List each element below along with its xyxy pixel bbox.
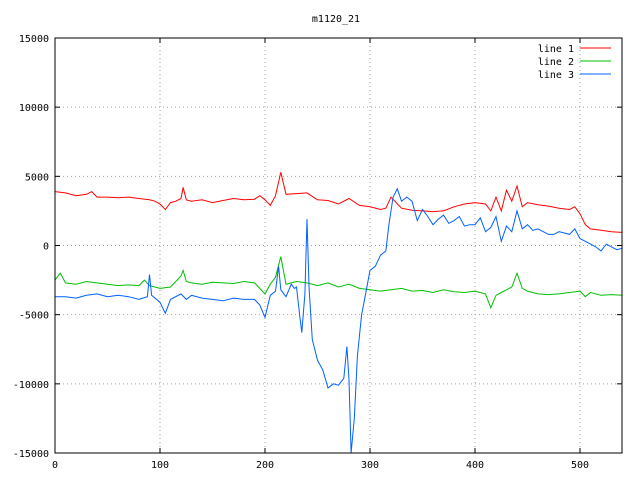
x-tick-label: 300 (361, 460, 379, 471)
axis-ticks: 0 100 200 300 400 500 -15000 -10000 -5000 0 5000 10… (13, 34, 622, 471)
x-tick-label: 200 (256, 460, 274, 471)
x-tick-label: 400 (466, 460, 484, 471)
series-line-3 (55, 187, 623, 454)
y-tick-label: -15000 (13, 449, 49, 460)
series-group (54, 172, 623, 454)
series-line-2 (54, 256, 623, 310)
legend-label-2: line 2 (538, 57, 574, 68)
chart-title: m1120_21 (312, 14, 360, 25)
plot-frame (54, 37, 623, 454)
legend-label-1: line 1 (538, 44, 574, 55)
y-tick-label: 10000 (19, 103, 49, 114)
grid (55, 38, 622, 453)
y-tick-label: 5000 (25, 172, 49, 183)
y-tick-label: 15000 (19, 34, 49, 45)
y-tick-label: -10000 (13, 380, 49, 391)
legend: line 1 line 2 line 3 (538, 44, 611, 81)
y-tick-label: -5000 (19, 311, 49, 322)
legend-label-3: line 3 (538, 70, 574, 81)
x-tick-label: 100 (151, 460, 169, 471)
x-tick-label: 500 (571, 460, 589, 471)
series-line-1 (54, 172, 623, 233)
y-tick-label: 0 (43, 242, 49, 253)
x-tick-label: 0 (52, 460, 58, 471)
